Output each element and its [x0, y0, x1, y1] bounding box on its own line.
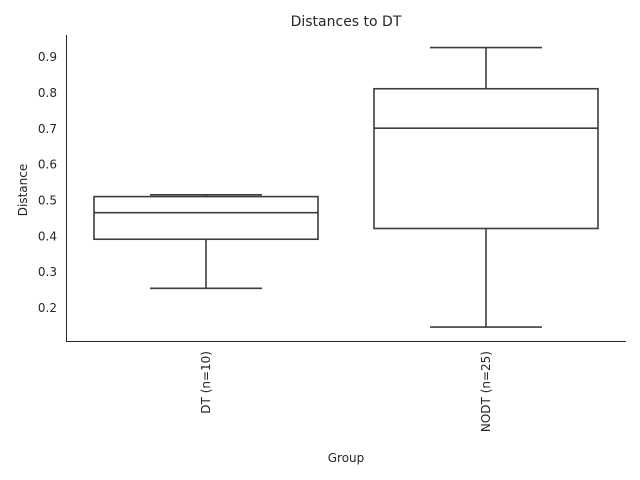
chart-title: Distances to DT	[291, 14, 402, 30]
y-tick-label: 0.7	[38, 122, 57, 136]
x-axis-label: Group	[328, 451, 365, 465]
y-axis-label: Distance	[16, 164, 30, 216]
box-1	[373, 46, 599, 328]
y-tick-label: 0.4	[38, 229, 57, 243]
iqr-box	[373, 87, 599, 230]
y-tick-label: 0.2	[38, 301, 57, 315]
x-tick-label: DT (n=10)	[199, 351, 213, 414]
box-0	[93, 194, 319, 290]
y-tick-label: 0.5	[38, 194, 57, 208]
x-tick-label: NODT (n=25)	[479, 351, 493, 432]
y-tick-label: 0.6	[38, 158, 57, 172]
boxes-group	[93, 46, 599, 328]
y-tick-label: 0.3	[38, 265, 57, 279]
y-tick-label: 0.8	[38, 86, 57, 100]
y-tick-label: 0.9	[38, 50, 57, 64]
iqr-box	[93, 195, 319, 241]
y-tick-labels: 0.2 0.3 0.4 0.5 0.6 0.7 0.8 0.9	[38, 50, 57, 315]
x-tick-labels: DT (n=10) NODT (n=25)	[199, 351, 493, 432]
